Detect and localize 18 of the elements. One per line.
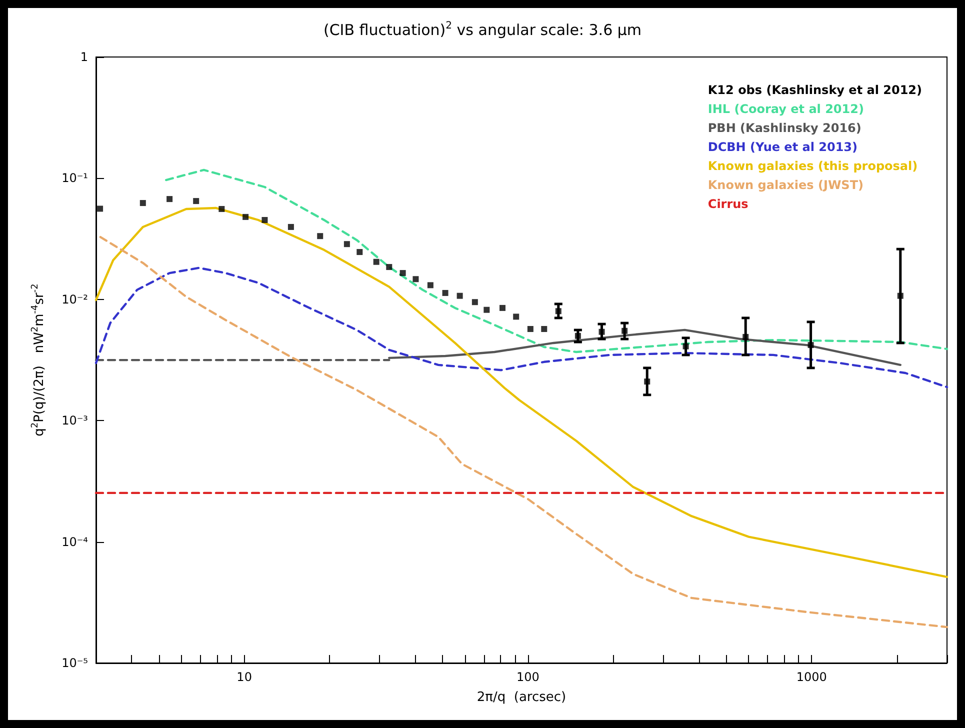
text: IHL (Cooray et al 2012) — [708, 102, 864, 116]
y-tick-label: 10⁻³ — [62, 414, 88, 428]
text: DCBH (Yue et al 2013) — [708, 140, 858, 154]
text: Known galaxies (JWST) — [708, 178, 864, 192]
x-axis-title: 2π/q (arcsec) — [476, 690, 566, 705]
x-tick-label: 10 — [236, 670, 252, 684]
x-tick-label: 100 — [516, 670, 540, 684]
text: K12 obs (Kashlinsky et al 2012) — [708, 83, 922, 97]
y-tick-label: 1 — [80, 50, 88, 64]
text: Known galaxies (this proposal) — [708, 159, 918, 173]
x-tick-label: 1000 — [796, 670, 827, 684]
y-tick-label: 10⁻¹ — [62, 171, 88, 186]
y-tick-label: 10⁻⁴ — [62, 534, 88, 549]
text: PBH (Kashlinsky 2016) — [708, 121, 862, 135]
y-axis-title: q2P(q)/(2π) nW2m-4sr-2 — [30, 284, 47, 436]
text: Cirrus — [708, 197, 748, 211]
y-tick-label: 10⁻⁵ — [62, 656, 88, 670]
y-tick-label: 10⁻² — [62, 292, 88, 306]
